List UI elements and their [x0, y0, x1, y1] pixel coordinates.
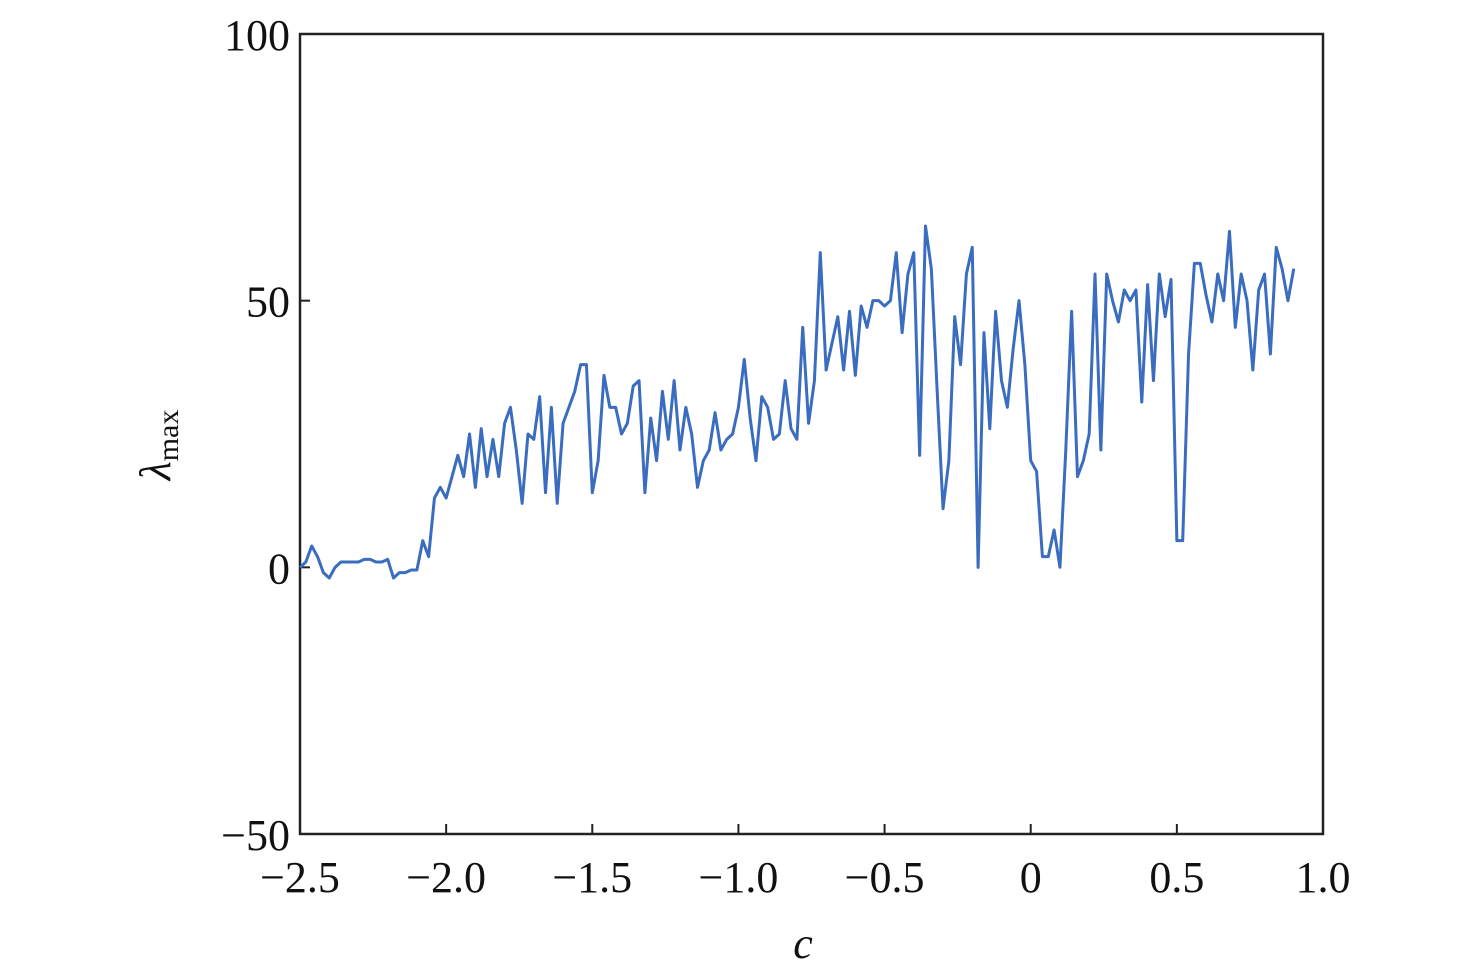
x-tick-label: −1.5: [552, 853, 632, 902]
x-tick-label: −2.5: [260, 853, 340, 902]
y-tick-label: 100: [224, 11, 290, 60]
y-tick-label: −50: [221, 811, 290, 860]
x-axis-label: c: [793, 919, 813, 968]
x-tick-label: −2.0: [406, 853, 486, 902]
x-tick-label: 0.5: [1149, 853, 1204, 902]
y-axis-label: λmax: [131, 410, 185, 483]
y-tick-label: 0: [268, 544, 290, 593]
y-tick-label: 50: [246, 278, 290, 327]
plot-frame: [298, 32, 1325, 836]
x-tick-label: 0: [1020, 853, 1042, 902]
x-tick-label: 1.0: [1296, 853, 1351, 902]
y-axis-symbol: λ: [131, 461, 180, 482]
x-tick-label: −1.0: [699, 853, 779, 902]
x-tick-label: −0.5: [845, 853, 925, 902]
data-line: [298, 224, 1296, 580]
y-axis-subscript: max: [152, 410, 185, 462]
